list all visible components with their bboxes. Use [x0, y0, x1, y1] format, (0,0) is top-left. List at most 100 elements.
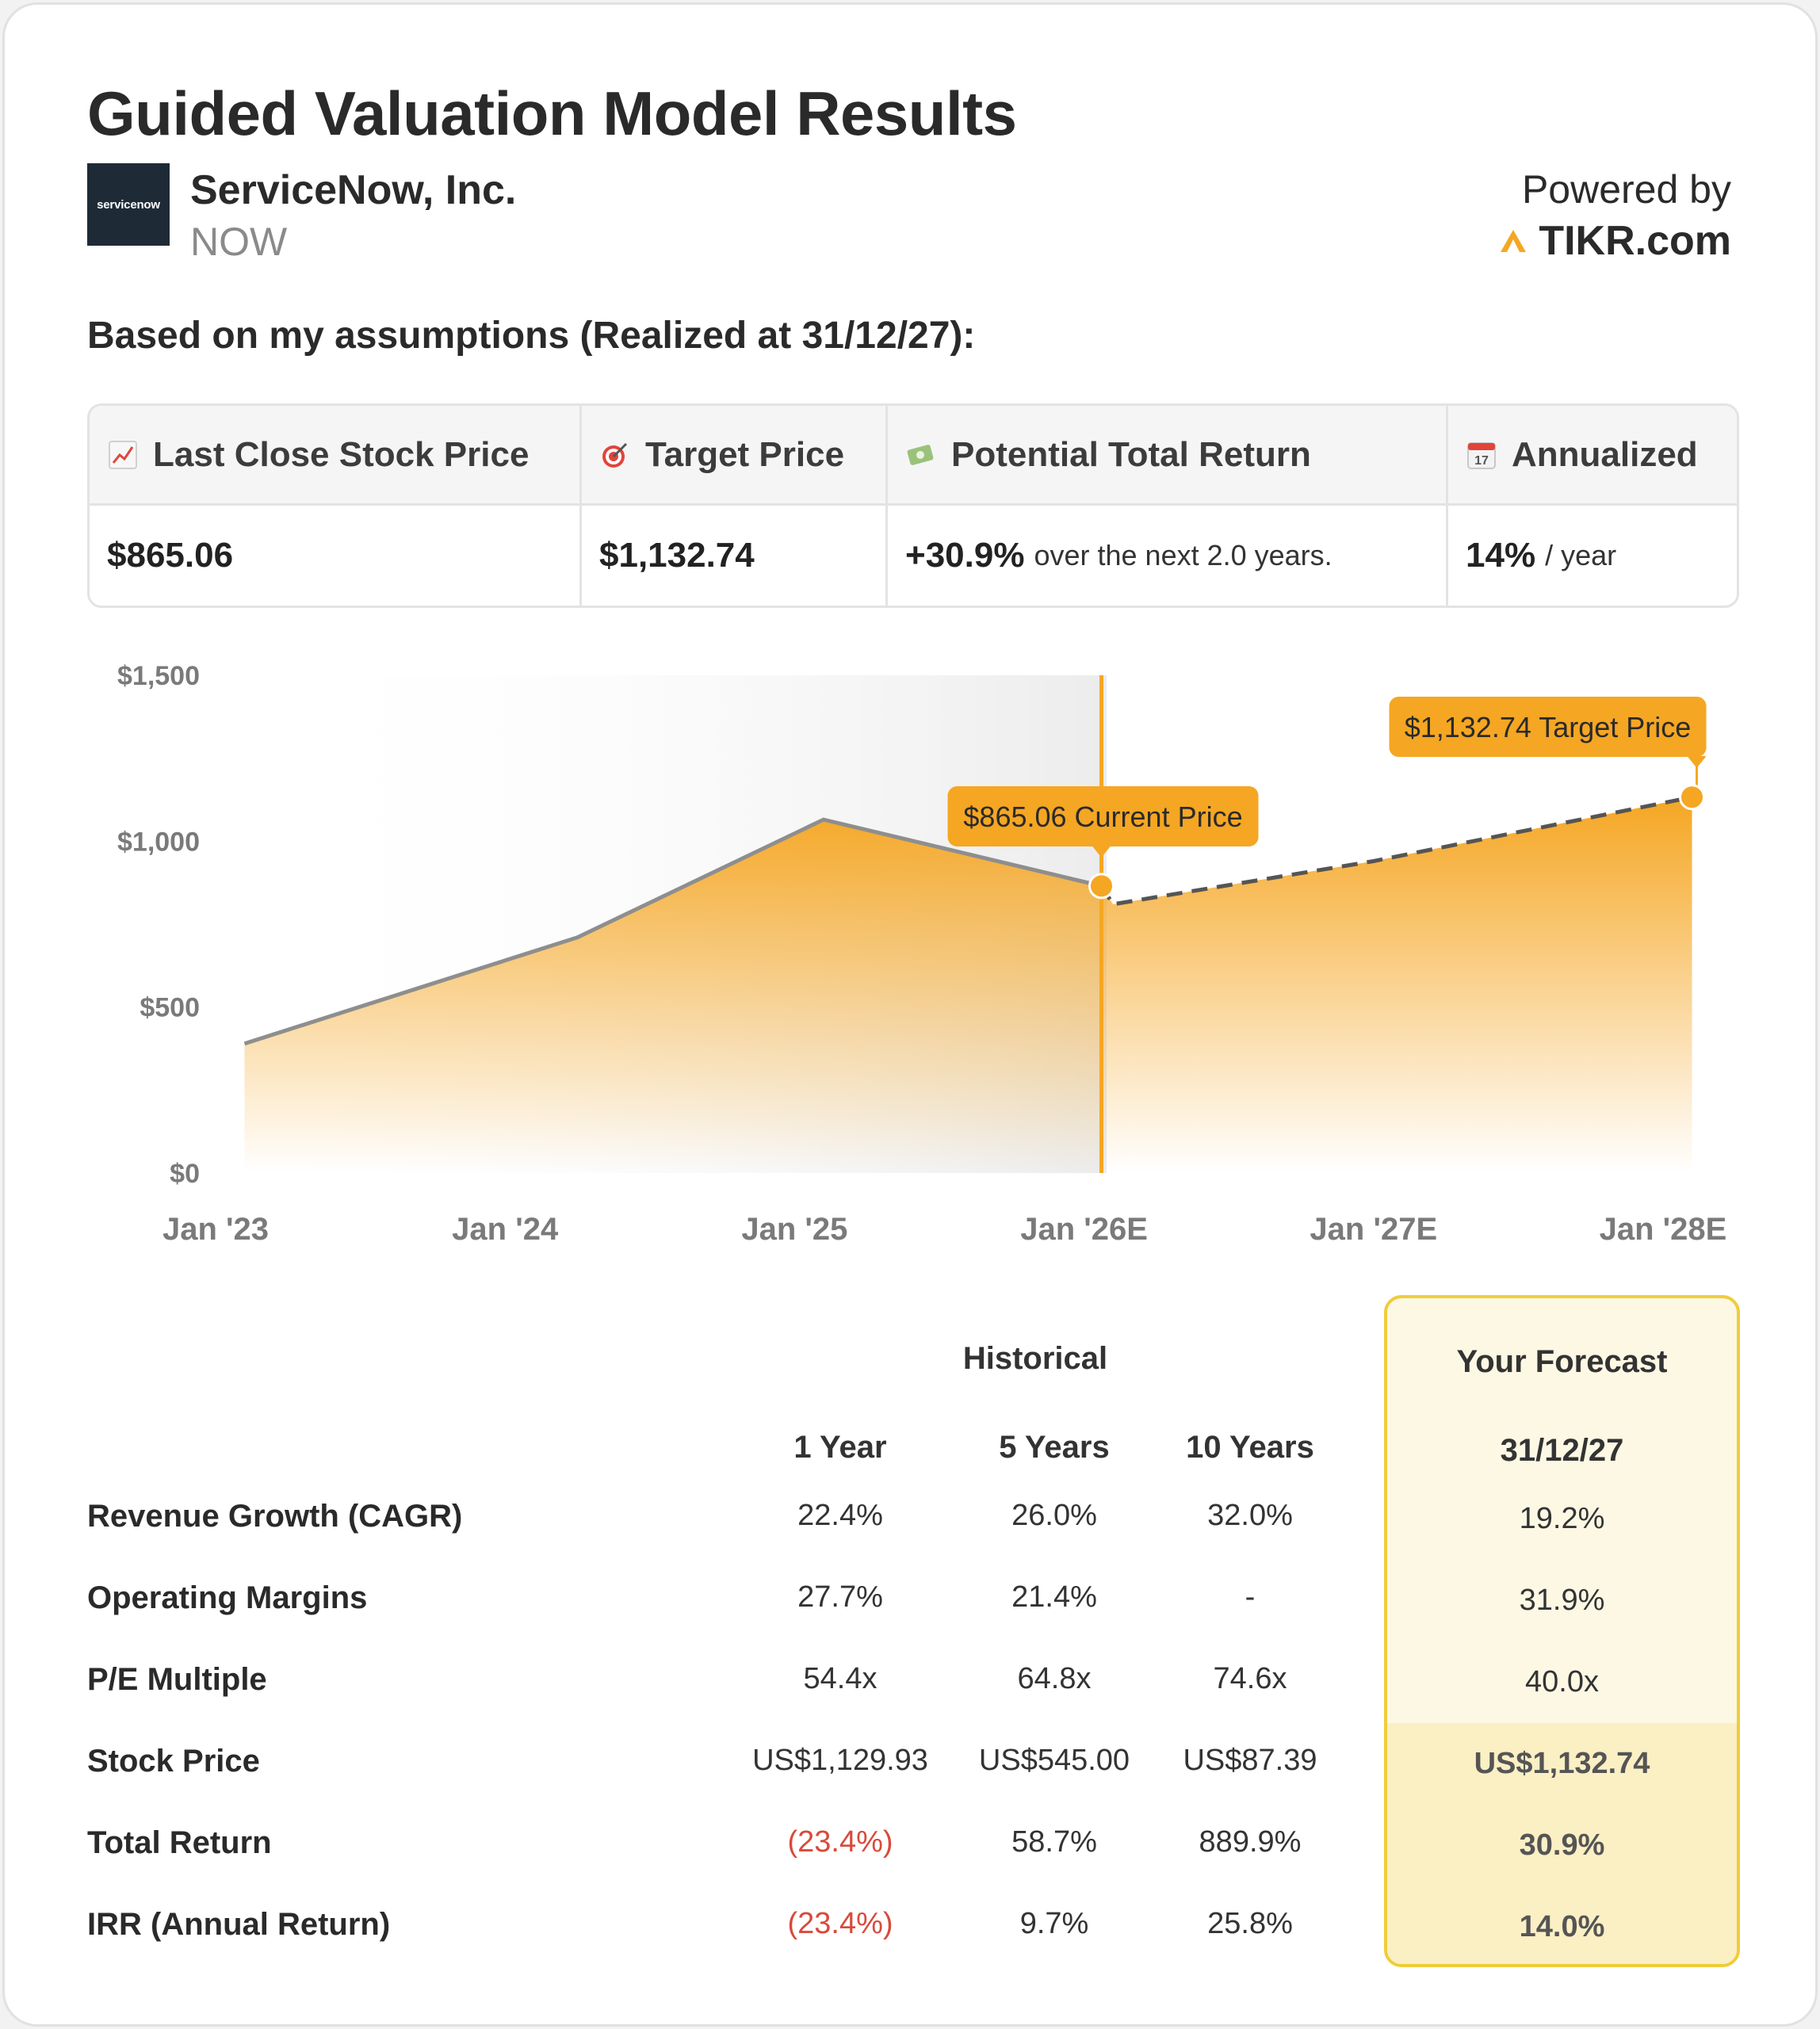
historical-heading: Historical: [962, 1341, 1108, 1376]
x-tick-label: Jan '27E: [1310, 1212, 1437, 1247]
last-close-value: $865.06: [107, 536, 234, 575]
y-tick-label: $1,500: [117, 661, 200, 691]
metric-historical-value: 21.4%: [1011, 1580, 1097, 1614]
summary-header: Last Close Stock Price: [90, 406, 579, 506]
x-tick-label: Jan '26E: [1020, 1212, 1148, 1247]
money-icon: [907, 444, 934, 465]
summary-header-label: Target Price: [645, 434, 845, 474]
x-axis: Jan '23 Jan '24 Jan '25 Jan '26E Jan '27E Jan…: [162, 1212, 1726, 1247]
metric-row-label: Stock Price: [87, 1744, 260, 1779]
summary-header-label: Annualized: [1512, 434, 1698, 474]
y-tick-label: $500: [140, 993, 200, 1023]
forecast-column: [1384, 1295, 1740, 1967]
metric-historical-value: 25.8%: [1207, 1907, 1293, 1940]
forecast-heading: Your Forecast: [1456, 1344, 1668, 1379]
x-tick-label: Jan '28E: [1600, 1212, 1727, 1247]
summary-table: Last Close Stock Price $865.06 Target Pr…: [87, 403, 1739, 608]
y-tick-label: $0: [170, 1159, 200, 1189]
metric-historical-value: (23.4%): [787, 1907, 893, 1940]
summary-header-label: Last Close Stock Price: [153, 434, 530, 474]
metric-row-label: IRR (Annual Return): [87, 1907, 391, 1942]
summary-col-return: Potential Total Return +30.9% over the n…: [888, 406, 1448, 606]
metric-historical-value: 22.4%: [797, 1499, 883, 1532]
target-price-callout-text: $1,132.74 Target Price: [1405, 711, 1692, 743]
x-tick-label: Jan '23: [162, 1212, 269, 1247]
metric-historical-value: US$545.00: [978, 1744, 1130, 1777]
metric-forecast-value: US$1,132.74: [1474, 1747, 1650, 1780]
metric-forecast-value: 30.9%: [1519, 1828, 1605, 1862]
price-chart: $1,500 $1,000 $500 $0 Jan '23 Jan '24 Jan '25…: [5, 639, 1815, 1273]
summary-header-label: Potential Total Return: [951, 434, 1311, 474]
target-price-callout: $1,132.74 Target Price: [1389, 697, 1707, 797]
tikr-logo-icon: [1501, 230, 1527, 252]
forecast-highlight: [1387, 1723, 1737, 1964]
col-header-5-years: 5 Years: [999, 1430, 1110, 1465]
metric-row-label: Revenue Growth (CAGR): [87, 1499, 463, 1534]
metric-historical-value: 889.9%: [1199, 1825, 1302, 1859]
summary-value: $1,132.74: [582, 506, 885, 606]
total-return-value: +30.9%: [905, 536, 1025, 575]
company-logo: servicenow: [87, 163, 170, 246]
x-tick-label: Jan '25: [741, 1212, 847, 1247]
metric-historical-value: 26.0%: [1011, 1499, 1097, 1532]
current-price-point: [1088, 873, 1115, 900]
chart-up-icon: [109, 440, 137, 469]
tikr-brand-text: TIKR.com: [1539, 218, 1731, 264]
summary-value: +30.9% over the next 2.0 years.: [888, 506, 1446, 606]
summary-header: 17 Annualized: [1448, 406, 1737, 506]
summary-col-annualized: 17 Annualized 14% / year: [1448, 406, 1737, 606]
company-name: ServiceNow, Inc.: [190, 167, 517, 213]
metric-historical-value: -: [1245, 1580, 1256, 1614]
col-header-forecast-date: 31/12/27: [1500, 1433, 1624, 1468]
metrics-table: Historical Your Forecast 1 Year 5 Years …: [5, 5, 1815, 2024]
y-tick-label: $1,000: [117, 827, 200, 857]
metric-row-label: Operating Margins: [87, 1580, 368, 1615]
metric-historical-value: 54.4x: [803, 1662, 878, 1695]
tikr-brand[interactable]: TIKR.com: [1499, 217, 1731, 265]
x-tick-label: Jan '24: [452, 1212, 559, 1247]
metric-historical-value: 9.7%: [1019, 1907, 1089, 1940]
metric-forecast-value: 40.0x: [1525, 1665, 1599, 1698]
summary-value: 14% / year: [1448, 506, 1737, 606]
metric-historical-value: US$87.39: [1183, 1744, 1317, 1777]
y-axis: $1,500 $1,000 $500 $0: [117, 661, 200, 1189]
metric-forecast-value: 31.9%: [1519, 1584, 1605, 1617]
summary-col-last-close: Last Close Stock Price $865.06: [90, 406, 582, 606]
annualized-value: 14%: [1466, 536, 1536, 575]
metric-historical-value: (23.4%): [787, 1825, 893, 1859]
metric-row-label: Total Return: [87, 1825, 272, 1860]
historical-area: [244, 820, 1102, 1173]
summary-header: Potential Total Return: [888, 406, 1446, 506]
metric-historical-value: 64.8x: [1017, 1662, 1092, 1695]
metric-historical-value: 58.7%: [1011, 1825, 1097, 1859]
callouts: $865.06 Current Price $1,132.74 Target Pr…: [947, 697, 1707, 900]
metric-forecast-value: 14.0%: [1519, 1910, 1605, 1943]
target-icon: [602, 442, 628, 468]
metric-historical-value: 27.7%: [797, 1580, 883, 1614]
historical-line: [243, 817, 1103, 1046]
metric-historical-value: 74.6x: [1213, 1662, 1287, 1695]
page-title: Guided Valuation Model Results: [87, 78, 1017, 148]
logo-text: servicenow: [97, 197, 160, 212]
ticker-symbol: NOW: [190, 220, 288, 264]
summary-col-target: Target Price $1,132.74: [582, 406, 888, 606]
current-price-callout: $865.06 Current Price: [947, 786, 1259, 886]
target-price-point: [1679, 784, 1706, 811]
col-header-1-year: 1 Year: [793, 1430, 887, 1465]
col-header-10-years: 10 Years: [1186, 1430, 1314, 1465]
forecast-area: [1101, 797, 1692, 1173]
metric-historical-value: US$1,129.93: [752, 1744, 928, 1777]
calendar-day: 17: [1474, 454, 1489, 468]
summary-value: $865.06: [90, 506, 579, 606]
current-price-callout-text: $865.06 Current Price: [963, 801, 1242, 833]
price-chart-svg: $1,500 $1,000 $500 $0 Jan '23 Jan '24 Jan '25…: [117, 661, 1726, 1247]
calendar-icon: 17: [1467, 441, 1496, 469]
total-return-suffix: over the next 2.0 years.: [1034, 539, 1332, 571]
target-price-value: $1,132.74: [599, 536, 755, 575]
metric-historical-value: 32.0%: [1207, 1499, 1293, 1532]
summary-header: Target Price: [582, 406, 885, 506]
annualized-suffix: / year: [1545, 539, 1617, 571]
assumption-heading: Based on my assumptions (Realized at 31/…: [87, 315, 976, 357]
metric-forecast-value: 19.2%: [1519, 1502, 1605, 1535]
